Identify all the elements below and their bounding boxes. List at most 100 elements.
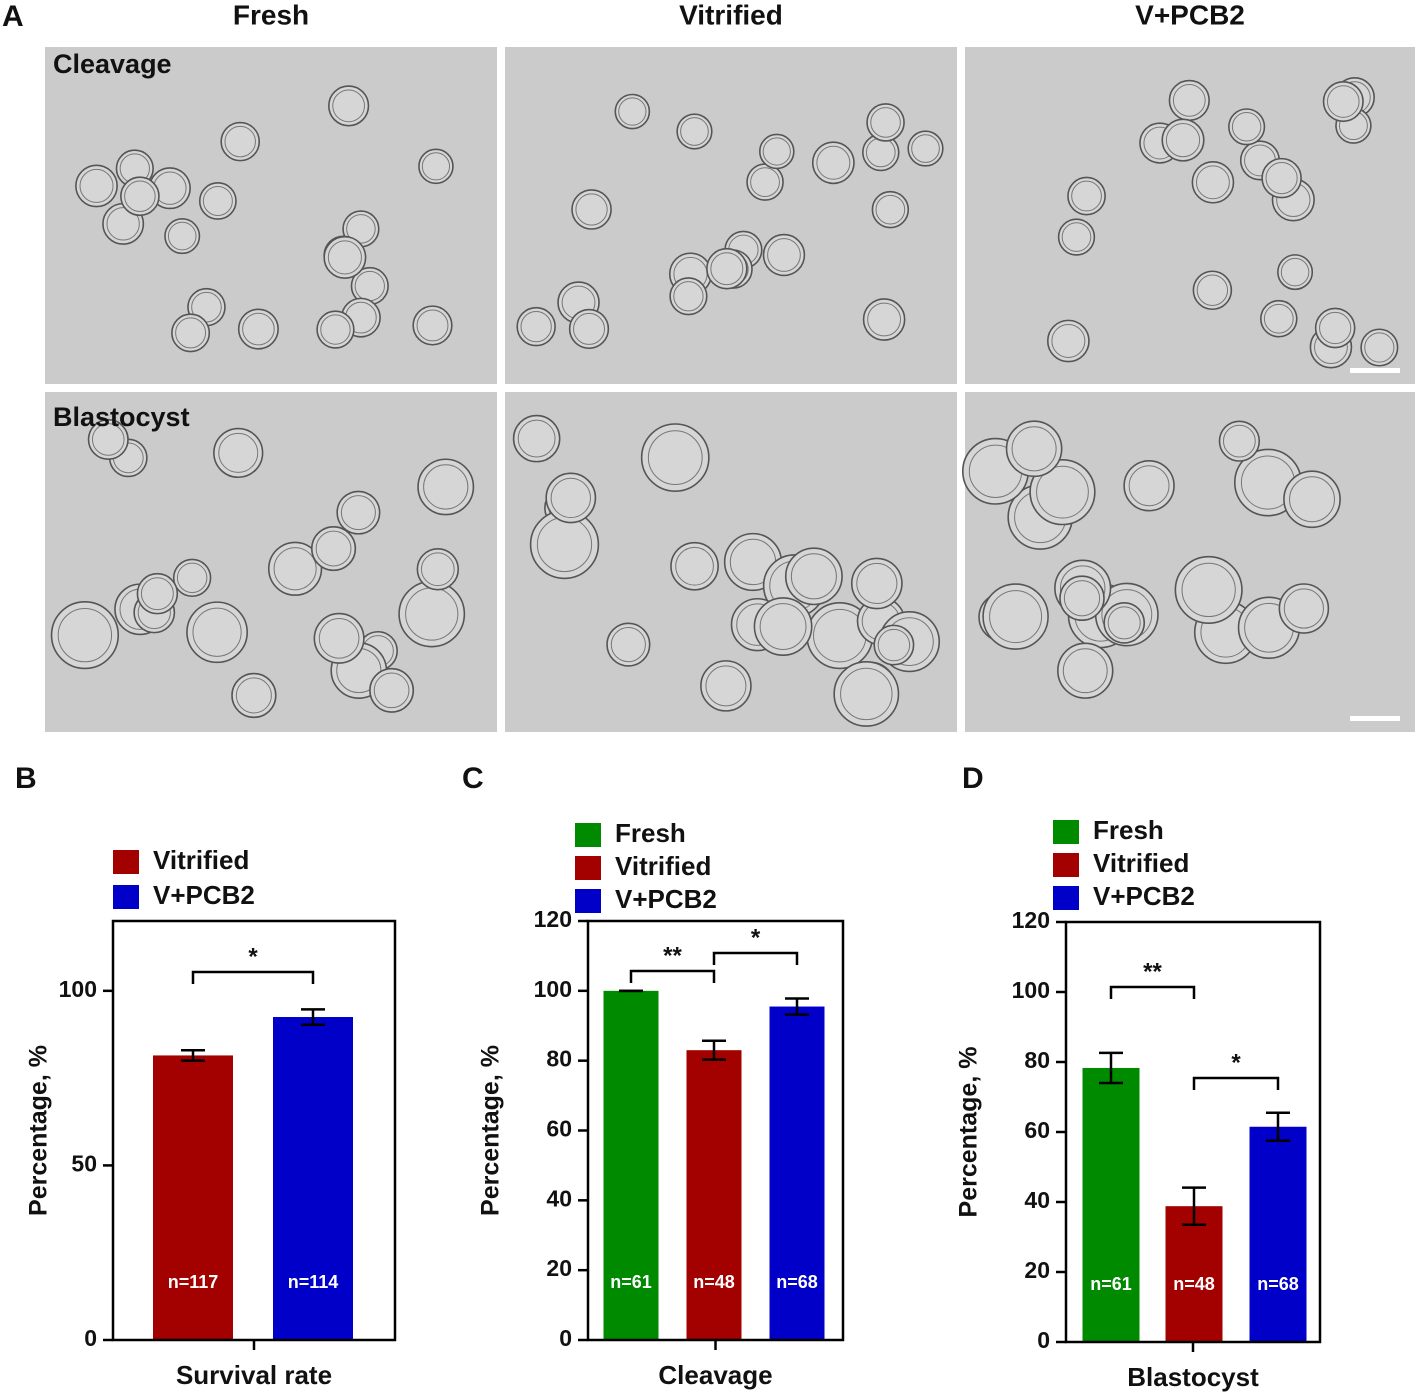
x-tick-label: Blastocyst [1127, 1362, 1259, 1392]
error-bar [181, 1048, 205, 1062]
bar [1165, 1206, 1223, 1342]
embryo [1174, 555, 1243, 625]
significance-label: * [1231, 1049, 1241, 1076]
legend-label: Vitrified [1093, 848, 1189, 878]
embryo [336, 490, 381, 535]
embryo-inner [1128, 465, 1170, 507]
embryo-inner [840, 667, 893, 721]
embryo [1103, 602, 1146, 644]
embryo-inner [320, 314, 351, 345]
y-tick-label: 40 [546, 1185, 572, 1211]
embryo-inner [1165, 122, 1201, 158]
embryo-inner [423, 464, 469, 510]
y-tick-label: 0 [1037, 1327, 1050, 1353]
embryo [310, 526, 357, 572]
embryo-inner [91, 423, 125, 456]
embryo [784, 547, 843, 606]
embryo [676, 113, 713, 150]
embryo [323, 235, 367, 279]
embryo [1161, 118, 1205, 162]
embryo [700, 660, 752, 712]
embryo [753, 597, 813, 656]
embryo-inner [1222, 424, 1256, 458]
embryo [172, 558, 212, 598]
embryo-inner [140, 577, 174, 611]
embryo [1360, 328, 1399, 367]
legend-swatch [575, 823, 601, 847]
y-tick-label: 80 [1024, 1047, 1050, 1073]
embryo [516, 306, 556, 347]
embryo [1314, 307, 1356, 349]
embryo-inner [327, 240, 362, 275]
embryo [762, 233, 806, 277]
embryo [171, 313, 211, 353]
embryo [873, 624, 915, 666]
embryo-inner [573, 312, 606, 345]
embryo [833, 660, 900, 727]
scale-bar [1350, 716, 1400, 721]
legend-swatch [1053, 853, 1079, 877]
n-label: n=68 [776, 1272, 818, 1292]
embryo [1191, 160, 1235, 204]
embryo-inner [1265, 162, 1298, 195]
x-tick-label: Survival rate [176, 1360, 332, 1390]
embryo-inner [675, 546, 714, 586]
embryo [669, 277, 708, 316]
n-label: n=61 [610, 1272, 652, 1292]
bar [686, 1050, 742, 1340]
micrographs [45, 47, 1415, 732]
embryo-inner [224, 125, 256, 158]
embryo [866, 103, 905, 142]
row-label: Cleavage [53, 49, 172, 79]
embryo [412, 305, 453, 346]
embryo [512, 414, 561, 463]
significance-label: ** [1143, 958, 1162, 985]
embryo [982, 583, 1049, 650]
x-tick-label: Cleavage [658, 1360, 772, 1390]
legend-swatch [575, 856, 601, 880]
embryo [1278, 583, 1330, 634]
embryo [220, 121, 261, 162]
embryo [231, 672, 277, 719]
embryo-inner [1051, 323, 1086, 358]
embryo [1218, 420, 1261, 462]
embryo [606, 622, 651, 667]
panel-label: A [2, 0, 24, 33]
y-axis-label: Percentage, % [477, 1045, 505, 1216]
y-axis-label: Percentage, % [25, 1045, 53, 1216]
embryo-inner [124, 180, 156, 212]
embryo-inner [767, 238, 801, 272]
embryo-inner [421, 152, 451, 181]
panel-label: D [962, 762, 984, 795]
embryo [1168, 79, 1210, 122]
embryo [417, 458, 475, 516]
embryo [640, 423, 710, 492]
embryo-inner [1071, 180, 1102, 212]
legend-label: Fresh [615, 818, 686, 848]
embryo [850, 557, 903, 610]
embryo [545, 472, 597, 524]
embryo [1029, 458, 1096, 526]
legend-swatch [1053, 886, 1079, 910]
embryo [907, 130, 944, 167]
embryo-inner [57, 607, 113, 663]
embryo-inner [242, 312, 275, 346]
error-bar [785, 997, 809, 1016]
embryo-inner [673, 281, 704, 312]
error-bar [301, 1008, 325, 1026]
legend-label: V+PCB2 [153, 880, 255, 910]
panel-label: C [462, 762, 484, 795]
embryo-inner [1289, 476, 1335, 523]
bar [769, 1006, 825, 1340]
embryo-inner [750, 167, 780, 198]
embryo [418, 148, 454, 185]
legend-swatch [113, 885, 139, 909]
y-tick-label: 120 [1012, 907, 1050, 933]
embryo [1228, 108, 1266, 146]
embryo-inner [416, 309, 449, 342]
y-tick-label: 100 [1012, 977, 1050, 1003]
embryo-inner [647, 430, 703, 485]
bar [153, 1055, 233, 1340]
embryo [862, 298, 906, 341]
bar [603, 990, 659, 1340]
